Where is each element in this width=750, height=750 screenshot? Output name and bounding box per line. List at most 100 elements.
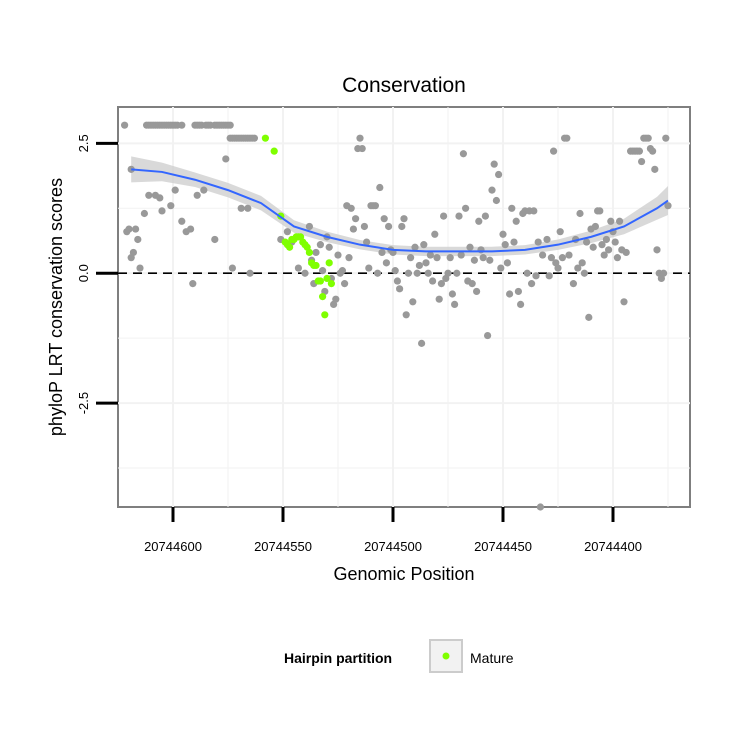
data-point-other	[545, 272, 553, 280]
data-point-other	[127, 165, 135, 173]
data-point-other	[638, 157, 646, 166]
data-point-other	[653, 246, 661, 254]
data-point-other	[508, 204, 516, 212]
data-point-mature	[327, 280, 335, 288]
data-point-other	[558, 254, 567, 262]
data-point-other	[301, 269, 309, 277]
data-point-other	[393, 277, 401, 285]
data-point-mature	[305, 248, 313, 257]
data-point-mature	[319, 293, 327, 301]
data-point-other	[470, 256, 478, 264]
data-point-other	[420, 241, 428, 249]
data-point-other	[418, 339, 426, 347]
x-tick-label: 20744550	[254, 539, 312, 554]
data-point-other	[200, 186, 208, 194]
data-point-other	[503, 259, 511, 267]
data-point-other	[583, 238, 591, 246]
data-point-other	[451, 300, 459, 309]
data-point-other	[431, 230, 439, 238]
data-point-other	[400, 215, 408, 223]
data-point-other	[415, 261, 423, 270]
data-point-other	[635, 147, 644, 155]
data-point-other	[325, 243, 333, 251]
data-point-other	[501, 241, 509, 249]
data-point-other	[424, 269, 432, 277]
data-point-other	[440, 212, 448, 220]
data-point-other	[211, 235, 219, 244]
legend-point-mature	[442, 652, 450, 660]
data-point-other	[222, 155, 230, 163]
data-point-other	[455, 212, 463, 220]
data-point-other	[528, 280, 536, 288]
data-point-other	[371, 202, 379, 210]
data-point-other	[495, 170, 503, 179]
points-other-layer	[121, 121, 672, 511]
data-point-mature	[321, 311, 329, 319]
data-point-other	[598, 241, 606, 249]
data-point-other	[283, 228, 291, 236]
data-point-other	[244, 204, 252, 212]
data-point-other	[398, 222, 406, 231]
data-point-other	[644, 134, 652, 142]
data-point-other	[246, 269, 254, 277]
data-point-other	[490, 160, 498, 168]
data-point-other	[402, 311, 410, 319]
data-point-mature	[323, 274, 331, 283]
points-mature-layer	[261, 134, 335, 319]
data-point-other	[596, 207, 604, 215]
data-point-other	[473, 287, 481, 296]
data-point-other	[488, 186, 496, 194]
data-point-other	[580, 269, 589, 277]
data-point-mature	[286, 243, 294, 251]
data-point-other	[510, 238, 518, 246]
data-point-other	[620, 298, 628, 306]
data-point-other	[189, 280, 197, 288]
data-point-other	[250, 134, 258, 142]
data-point-other	[145, 191, 153, 199]
legend: Hairpin partition Mature	[284, 639, 514, 673]
data-point-other	[506, 290, 514, 298]
data-point-other	[448, 290, 456, 298]
data-point-other	[453, 269, 461, 277]
data-point-other	[376, 183, 384, 192]
data-point-other	[539, 251, 547, 259]
data-point-other	[523, 269, 531, 277]
data-point-other	[356, 134, 364, 142]
data-point-other	[178, 217, 186, 225]
data-point-mature	[316, 277, 324, 285]
legend-title: Hairpin partition	[284, 650, 392, 666]
data-point-other	[360, 222, 368, 231]
x-axis: 20744600 20744550 20744500 20744450 20744400	[144, 507, 642, 554]
data-point-other	[341, 280, 349, 288]
data-point-other	[193, 191, 201, 199]
data-point-other	[550, 147, 558, 155]
data-point-other	[365, 264, 373, 272]
data-point-other	[429, 277, 437, 285]
data-point-other	[457, 251, 465, 259]
y-tick-label: -2.5	[76, 392, 91, 414]
data-point-other	[446, 254, 454, 262]
data-point-other	[607, 217, 615, 225]
data-point-other	[622, 248, 630, 257]
data-point-other	[536, 503, 545, 511]
data-point-other	[140, 209, 148, 218]
data-point-mature	[270, 147, 278, 155]
data-point-other	[316, 241, 324, 249]
data-point-other	[167, 202, 175, 210]
data-point-other	[578, 259, 586, 267]
data-point-other	[409, 298, 417, 306]
data-point-mature	[325, 259, 333, 267]
data-point-other	[613, 254, 622, 262]
data-point-other	[466, 243, 474, 251]
data-point-other	[426, 251, 434, 259]
data-point-other	[374, 269, 382, 277]
data-point-other	[547, 254, 556, 262]
data-point-other	[437, 280, 445, 288]
data-point-other	[156, 194, 164, 202]
data-point-other	[312, 248, 320, 257]
data-point-other	[338, 267, 346, 275]
legend-label-mature: Mature	[470, 650, 514, 666]
data-point-other	[358, 144, 366, 153]
data-point-other	[237, 204, 245, 212]
data-point-other	[391, 267, 399, 275]
